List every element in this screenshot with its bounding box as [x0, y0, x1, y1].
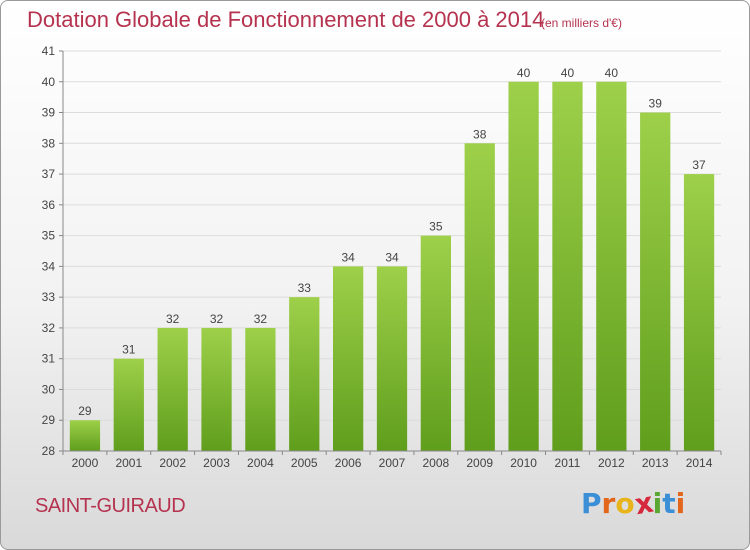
bar-2009 [464, 143, 495, 452]
bar-value-label: 40 [517, 66, 531, 80]
y-tick-label: 33 [42, 290, 56, 304]
bar-2007 [376, 266, 408, 451]
y-tick-label: 34 [42, 259, 56, 273]
x-tick-label: 2011 [555, 456, 581, 470]
y-tick-label: 39 [42, 106, 56, 120]
y-tick-label: 30 [42, 382, 56, 396]
bar-2013 [640, 112, 671, 452]
x-tick-label: 2005 [291, 456, 318, 470]
proxiti-logo: Proxiti [581, 486, 686, 522]
bar-2014 [683, 174, 715, 452]
x-tick-label: 2009 [466, 456, 493, 470]
x-tick-label: 2012 [598, 456, 625, 470]
bar-value-label: 39 [649, 97, 663, 111]
logo-letter: P [581, 487, 602, 520]
y-tick-label: 40 [42, 75, 56, 89]
chart-subtitle: (en milliers d'€) [541, 16, 622, 30]
bar-2002 [157, 327, 188, 451]
bar-value-label: 40 [605, 66, 619, 80]
y-tick-label: 32 [42, 321, 56, 335]
bar-2006 [332, 266, 364, 451]
bar-2012 [596, 81, 627, 452]
y-tick-label: 28 [42, 444, 56, 458]
x-tick-label: 2010 [510, 456, 537, 470]
x-tick-label: 2014 [686, 456, 713, 470]
bar-value-label: 34 [385, 250, 399, 264]
bar-value-label: 29 [78, 404, 92, 418]
bar-value-label: 37 [692, 158, 706, 172]
bar-value-label: 33 [298, 281, 312, 295]
bar-value-label: 34 [341, 250, 355, 264]
bar-value-label: 35 [429, 220, 443, 234]
y-tick-label: 37 [42, 167, 56, 181]
logo-letter: i [675, 487, 686, 520]
y-tick-label: 35 [42, 229, 56, 243]
bar-2001 [113, 358, 144, 451]
x-tick-label: 2001 [115, 456, 142, 470]
bar-value-label: 40 [561, 66, 575, 80]
logo-letter: r [601, 487, 616, 520]
bar-2008 [420, 235, 452, 451]
y-tick-label: 41 [42, 44, 56, 58]
x-tick-label: 2013 [642, 456, 669, 470]
x-axis: 2000 2001 2002 2003 2004 2005 2006 2007 2008 2009… [62, 450, 722, 470]
y-axis: 28 29 30 31 32 33 34 35 36 37 38 39 40 41 [42, 44, 64, 458]
bar-2010 [508, 81, 539, 452]
bar-value-label: 32 [166, 312, 180, 326]
x-tick-label: 2007 [379, 456, 406, 470]
x-tick-label: 2002 [159, 456, 186, 470]
commune-name: SAINT-GUIRAUD [35, 495, 186, 517]
bar-value-label: 32 [254, 312, 268, 326]
bars: 29 31 32 32 32 33 34 34 35 38 40 40 40 39 37 [69, 66, 715, 452]
chart-title: Dotation Globale de Fonctionnement de 20… [27, 7, 545, 32]
x-tick-label: 2003 [203, 456, 230, 470]
logo-letter: t [662, 487, 676, 520]
bar-2005 [289, 297, 320, 451]
x-tick-label: 2004 [247, 456, 274, 470]
bar-2004 [245, 327, 276, 451]
y-tick-label: 31 [42, 352, 56, 366]
x-tick-label: 2006 [335, 456, 362, 470]
bar-2000 [69, 420, 101, 451]
y-tick-label: 38 [42, 136, 56, 150]
logo-letter: i [652, 487, 663, 520]
bar-2011 [552, 81, 583, 452]
bar-2003 [201, 327, 232, 451]
logo-letter: o [615, 487, 635, 520]
x-tick-label: 2000 [72, 456, 99, 470]
y-tick-label: 29 [42, 413, 56, 427]
bar-value-label: 38 [473, 127, 487, 141]
x-tick-label: 2008 [423, 456, 450, 470]
bar-value-label: 31 [122, 343, 136, 357]
y-tick-label: 36 [42, 198, 56, 212]
bar-value-label: 32 [210, 312, 224, 326]
